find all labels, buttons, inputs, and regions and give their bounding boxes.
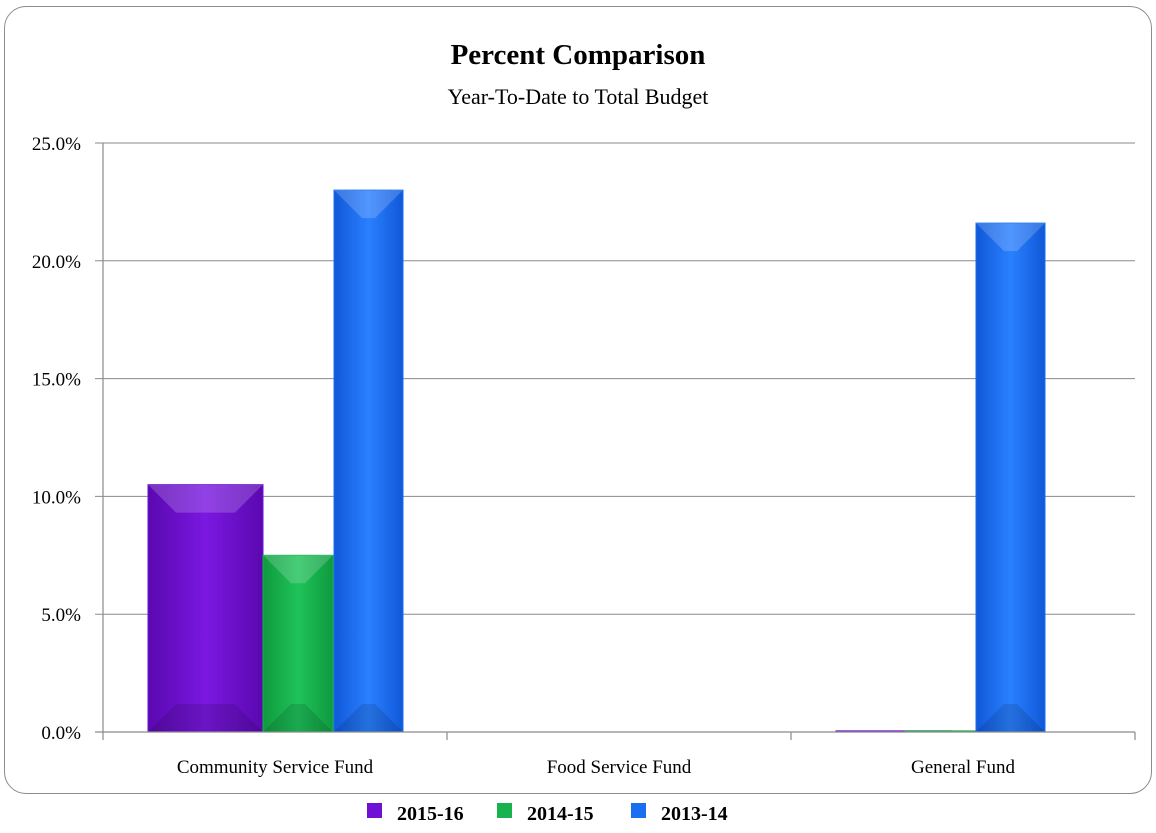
y-tick-label: 5.0% xyxy=(41,605,81,626)
legend-label: 2015-16 xyxy=(397,803,464,825)
legend-label: 2014-15 xyxy=(527,803,594,825)
legend: 2015-16 2014-15 2013-14 xyxy=(367,803,728,825)
x-axis-labels: Community Service Fund Food Service Fund G… xyxy=(177,757,1016,778)
x-tick-label: Food Service Fund xyxy=(547,757,692,778)
chart-title: Percent Comparison xyxy=(451,39,706,71)
bar xyxy=(975,222,1046,733)
x-tick-label: General Fund xyxy=(911,757,1015,778)
bar xyxy=(333,189,404,733)
y-tick-label: 10.0% xyxy=(32,487,81,508)
legend-swatch xyxy=(367,803,382,818)
y-tick-label: 15.0% xyxy=(32,370,81,391)
legend-swatch xyxy=(631,803,646,818)
x-tick-label: Community Service Fund xyxy=(177,757,374,778)
y-axis-ticks: 0.0% 5.0% 10.0% 15.0% 20.0% 25.0% xyxy=(32,134,81,744)
axes xyxy=(95,143,1136,740)
legend-item: 2014-15 xyxy=(497,803,594,825)
y-tick-label: 25.0% xyxy=(32,134,81,155)
legend-item: 2015-16 xyxy=(367,803,464,825)
legend-swatch xyxy=(497,803,512,818)
y-tick-label: 0.0% xyxy=(41,723,81,744)
bars xyxy=(147,189,1046,733)
legend-item: 2013-14 xyxy=(631,803,728,825)
chart-subtitle: Year-To-Date to Total Budget xyxy=(448,84,709,109)
bar xyxy=(262,554,334,733)
legend-label: 2013-14 xyxy=(661,803,728,825)
y-tick-label: 20.0% xyxy=(32,252,81,273)
bar xyxy=(147,484,264,733)
